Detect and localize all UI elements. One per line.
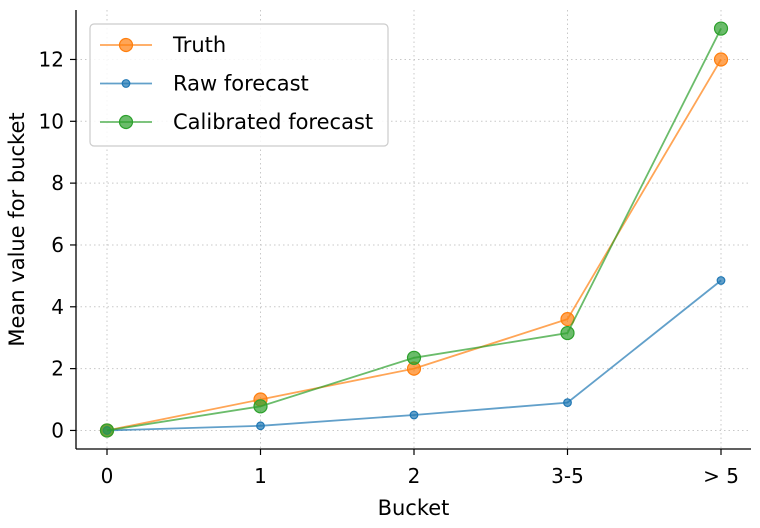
y-tick-label: 2 (51, 357, 64, 381)
data-point (406, 350, 422, 365)
series (99, 21, 729, 438)
data-point (560, 325, 575, 341)
data-point (253, 399, 268, 414)
y-tick-label: 6 (51, 233, 64, 257)
x-axis-label: Bucket (378, 496, 450, 520)
legend-frame (89, 23, 389, 147)
y-tick-label: 12 (39, 47, 64, 71)
x-tick-label: 0 (101, 464, 114, 488)
y-axis-label: Mean value for bucket (5, 112, 29, 346)
data-point (713, 21, 729, 36)
y-tick-label: 10 (39, 109, 64, 133)
x-tick-label: 1 (254, 464, 267, 488)
y-ticks: 0 2 4 6 8 10 12 (39, 47, 76, 442)
legend-marker (118, 37, 134, 53)
data-point (409, 410, 419, 420)
y-tick-label: 0 (51, 418, 64, 442)
x-tick-label: 3-5 (551, 464, 584, 488)
series-2 (99, 21, 729, 438)
legend-label: Calibrated forecast (173, 110, 373, 134)
legend-label: Truth (172, 33, 226, 57)
data-point (99, 423, 115, 438)
data-point (256, 421, 265, 431)
legend-marker (121, 79, 131, 88)
legend-item: Raw forecast (100, 72, 309, 96)
legend: Truth Raw forecast Calibrated forecast (89, 23, 389, 147)
data-point (716, 276, 726, 285)
legend-item: Truth (100, 33, 226, 57)
x-tick-label: 2 (408, 464, 421, 488)
x-ticks: 0 1 2 3-5 > 5 (101, 449, 739, 488)
series-1 (102, 276, 726, 435)
legend-marker (118, 114, 134, 130)
legend-item: Calibrated forecast (100, 110, 373, 134)
data-point (713, 52, 729, 67)
data-point (563, 398, 572, 408)
y-tick-label: 8 (51, 171, 64, 195)
x-tick-label: > 5 (703, 464, 739, 488)
y-tick-label: 4 (51, 295, 64, 319)
legend-label: Raw forecast (173, 72, 309, 96)
